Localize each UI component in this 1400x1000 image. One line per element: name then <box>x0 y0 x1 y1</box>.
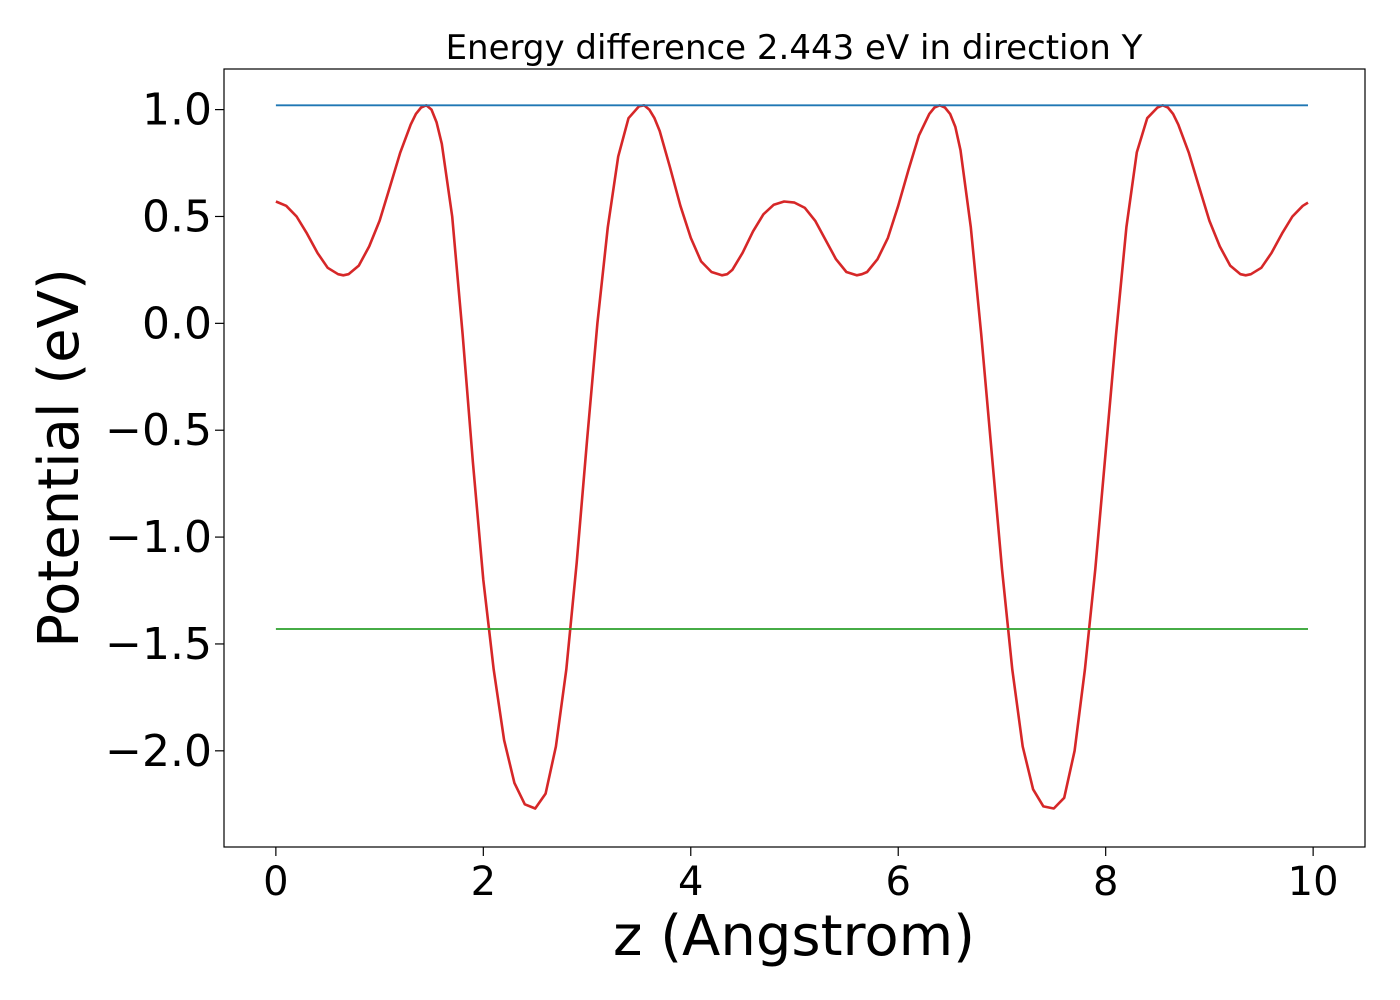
x-tick-label: 4 <box>678 859 703 905</box>
x-tick-label: 8 <box>1093 859 1118 905</box>
y-tick-label: 1.0 <box>142 85 212 136</box>
y-axis-label: Potential (eV) <box>27 268 92 648</box>
plot-frame <box>223 68 1366 848</box>
y-axis-ticks: 1.0 0.5 0.0 −0.5 −1.0 −1.5 −2.0 <box>105 85 224 777</box>
x-tick-label: 2 <box>471 859 496 905</box>
y-tick-label: 0.5 <box>142 191 212 242</box>
x-tick-label: 10 <box>1288 859 1339 905</box>
x-axis-ticks: 0 2 4 6 8 10 <box>263 847 1339 905</box>
x-tick-label: 0 <box>263 859 288 905</box>
y-tick-label: −2.0 <box>105 726 212 777</box>
series-line-potential-curve <box>275 104 1309 810</box>
y-tick-label: −1.5 <box>105 619 212 670</box>
y-tick-label: 0.0 <box>142 298 212 349</box>
y-tick-label: −1.0 <box>105 512 212 563</box>
chart-title: Energy difference 2.443 eV in direction … <box>446 28 1143 68</box>
series-layer <box>275 104 1309 810</box>
y-tick-label: −0.5 <box>105 405 212 456</box>
x-tick-label: 6 <box>886 859 911 905</box>
x-axis-label: z (Angstrom) <box>613 904 975 969</box>
